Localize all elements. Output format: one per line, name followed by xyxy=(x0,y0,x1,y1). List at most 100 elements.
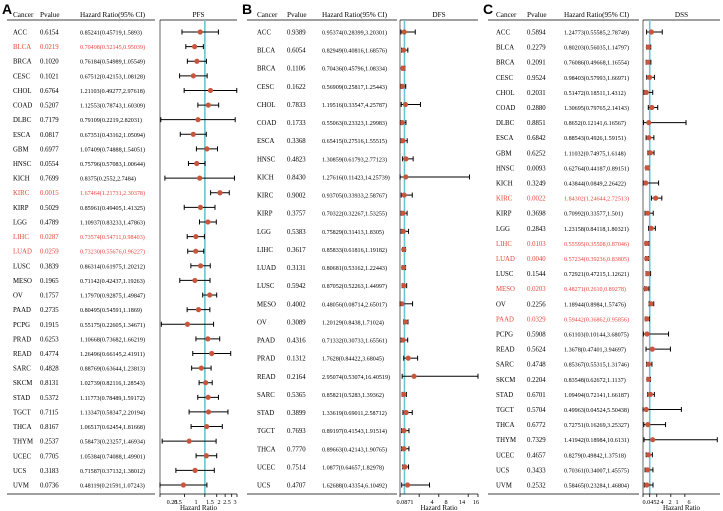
pvalue-cell: 0.6154 xyxy=(40,30,59,37)
cancer-label: UCEC xyxy=(257,464,276,471)
hazard-ratio-cell: 0.48056(0.08714,2.65017) xyxy=(322,301,387,308)
x-tick-label: 0.25 xyxy=(167,499,178,506)
cancer-label: GBM xyxy=(13,146,29,153)
hazard-ratio-point xyxy=(190,73,196,79)
hazard-ratio-point xyxy=(205,102,211,108)
hazard-ratio-cell: 0.56909(0.25817,1.25443) xyxy=(322,84,387,91)
hazard-ratio-cell: 0.73230(0.55676,0.96227) xyxy=(80,249,145,256)
cancer-label: BLCA xyxy=(257,48,275,55)
cancer-label: OV xyxy=(496,301,506,308)
cancer-label: CHOL xyxy=(496,90,515,97)
column-header-cancer: Cancer xyxy=(13,11,34,19)
pvalue-cell: 0.3698 xyxy=(527,211,546,218)
pvalue-cell: 0.2880 xyxy=(527,105,546,112)
hazard-ratio-point xyxy=(197,204,204,210)
pvalue-cell: 0.2031 xyxy=(527,90,546,97)
pvalue-cell: 0.8167 xyxy=(40,424,59,431)
pvalue-cell: 0.5908 xyxy=(527,332,546,339)
hazard-ratio-point xyxy=(645,467,651,473)
hazard-ratio-point xyxy=(644,165,650,171)
hazard-ratio-cell: 0.85241(0.45719,1.5893) xyxy=(80,30,142,37)
hazard-ratio-point xyxy=(643,286,649,292)
column-header-hazard-ratio: Hazard Ratio(95% CI) xyxy=(80,11,146,19)
pvalue-cell: 0.7329 xyxy=(527,437,546,444)
hazard-ratio-cell: 0.83548(0.62672,1.1137) xyxy=(564,377,626,384)
hazard-ratio-cell: 0.67512(0.42153,1.08128) xyxy=(80,73,145,80)
pvalue-cell: 0.0103 xyxy=(527,241,546,248)
x-tick-label: 4 xyxy=(430,499,433,506)
cancer-label: KIRP xyxy=(13,205,29,212)
hazard-ratio-cell: 1.07409(0.74888,1.54051) xyxy=(80,146,145,153)
hazard-ratio-cell: 0.58473(0.23257,1.46934) xyxy=(80,439,145,446)
hazard-ratio-point xyxy=(643,180,649,186)
column-header-pvalue: Pvalue xyxy=(40,11,60,19)
pvalue-cell: 0.0022 xyxy=(527,196,546,203)
pvalue-cell: 0.3839 xyxy=(40,263,59,270)
hazard-ratio-point xyxy=(192,467,198,473)
pvalue-cell: 0.1312 xyxy=(287,356,306,363)
x-axis-label: Hazard Ratio xyxy=(663,504,701,511)
cancer-label: UCS xyxy=(496,467,509,474)
hazard-ratio-point xyxy=(205,219,211,225)
hazard-ratio-point xyxy=(401,192,407,198)
hazard-ratio-point xyxy=(195,307,202,313)
hazard-ratio-point xyxy=(400,264,407,271)
hazard-ratio-point xyxy=(649,346,655,352)
pvalue-cell: 0.8131 xyxy=(40,380,59,387)
hazard-ratio-point xyxy=(646,361,652,367)
hazard-ratio-point xyxy=(400,228,406,234)
x-tick-label: 3 xyxy=(233,499,236,506)
x-tick-label: 0.0452 xyxy=(642,499,659,506)
cancer-label: COAD xyxy=(13,103,32,110)
x-tick-label: 16 xyxy=(473,499,479,506)
pvalue-cell: 0.8430 xyxy=(287,174,306,181)
cancer-label: BLCA xyxy=(13,44,31,51)
cancer-label: COAD xyxy=(257,120,276,127)
hazard-ratio-point xyxy=(399,301,405,307)
hazard-ratio-point xyxy=(204,423,210,430)
cancer-label: DLBC xyxy=(13,117,32,124)
hazard-ratio-point xyxy=(400,65,406,71)
cancer-label: LUAD xyxy=(496,256,515,263)
hazard-ratio-cell: 1.11773(0.78489,1.59172) xyxy=(80,395,145,402)
hazard-ratio-cell: 1.30695(0.79765,2.14143) xyxy=(564,105,629,112)
pvalue-cell: 0.2091 xyxy=(527,60,546,67)
hazard-ratio-cell: 1.18944(0.8984,1.57476) xyxy=(564,301,626,308)
x-axis-label: Hazard Ratio xyxy=(180,504,218,511)
cancer-label: THCA xyxy=(257,446,276,453)
hazard-ratio-point xyxy=(192,44,198,50)
hazard-ratio-point xyxy=(405,355,411,361)
pvalue-cell: 0.0287 xyxy=(40,234,59,241)
cancer-label: BRCA xyxy=(257,66,276,73)
plot-title: DFS xyxy=(432,11,445,19)
hazard-ratio-point xyxy=(401,446,407,452)
hazard-ratio-cell: 0.82949(0.40816,1.68576) xyxy=(322,48,387,55)
hazard-ratio-cell: 0.76086(0.49668,1.16554) xyxy=(564,60,629,67)
cancer-label: ACC xyxy=(13,30,27,37)
x-tick-label: 2 xyxy=(217,499,220,506)
hazard-ratio-point xyxy=(193,233,199,240)
cancer-label: CESC xyxy=(13,73,30,80)
pvalue-cell: 0.7693 xyxy=(287,428,306,435)
hazard-ratio-cell: 1.02739(0.82116,1.28543) xyxy=(80,380,145,387)
pvalue-cell: 0.2256 xyxy=(527,301,546,308)
cancer-label: SKCM xyxy=(13,380,32,387)
x-axis-label: Hazard Ratio xyxy=(420,504,458,511)
pvalue-cell: 0.2537 xyxy=(40,439,59,446)
cancer-label: SKCM xyxy=(496,377,515,384)
hazard-ratio-point xyxy=(644,331,650,337)
hazard-ratio-cell: 0.67351(0.43162,1.05094) xyxy=(80,132,145,139)
pvalue-cell: 0.6054 xyxy=(287,48,306,55)
cancer-label: KIRP xyxy=(257,211,273,218)
column-header-hazard-ratio: Hazard Ratio(95% CI) xyxy=(564,11,630,19)
hazard-ratio-point xyxy=(645,59,651,65)
hazard-ratio-cell: 0.80495(0.54591,1.1869) xyxy=(80,307,142,314)
pvalue-cell: 0.1915 xyxy=(40,322,59,329)
hazard-ratio-cell: 0.70436(0.45796,1.08334) xyxy=(322,66,387,73)
hazard-ratio-cell: 1.23158(0.84118,1.80321) xyxy=(564,226,629,233)
cancer-label: LUSC xyxy=(257,283,275,290)
cancer-label: KIRC xyxy=(13,190,30,197)
hazard-ratio-point xyxy=(190,131,196,137)
hazard-ratio-cell: 1.19516(0.33547,4.25787) xyxy=(322,102,387,109)
cancer-label: KICH xyxy=(257,174,274,181)
